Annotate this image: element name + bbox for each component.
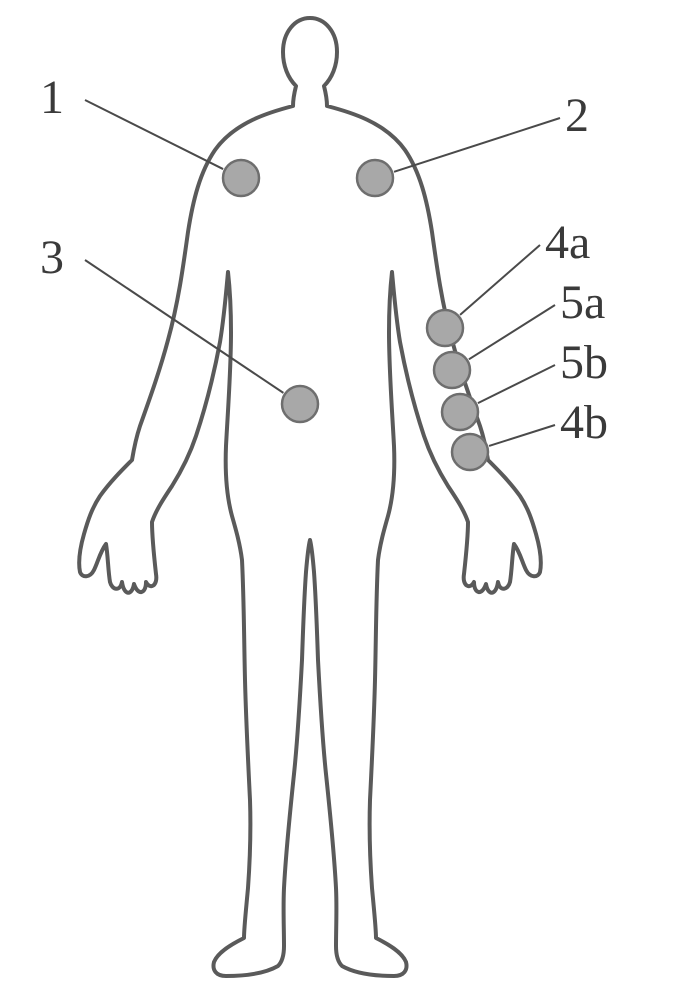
label-e2: 2	[565, 88, 589, 143]
label-e4a: 4a	[545, 215, 590, 270]
leader-line-e2	[394, 118, 560, 172]
leader-line-e5a	[469, 305, 555, 359]
label-e4b: 4b	[560, 395, 608, 450]
label-e3: 3	[40, 230, 64, 285]
electrode-e4b	[452, 434, 488, 470]
leader-line-e3	[85, 260, 283, 393]
leader-lines	[85, 100, 560, 446]
electrode-markers	[223, 160, 488, 470]
electrode-e5b	[442, 394, 478, 430]
body-diagram	[0, 0, 677, 1000]
label-e5b: 5b	[560, 335, 608, 390]
electrode-e1	[223, 160, 259, 196]
electrode-e4a	[427, 310, 463, 346]
human-body-outline	[79, 18, 541, 976]
leader-line-e4b	[489, 425, 555, 446]
leader-line-e5b	[478, 365, 555, 403]
label-e5a: 5a	[560, 275, 605, 330]
leader-line-e4a	[460, 245, 540, 315]
label-e1: 1	[40, 70, 64, 125]
electrode-e2	[357, 160, 393, 196]
leader-line-e1	[85, 100, 223, 169]
electrode-e5a	[434, 352, 470, 388]
electrode-e3	[282, 386, 318, 422]
